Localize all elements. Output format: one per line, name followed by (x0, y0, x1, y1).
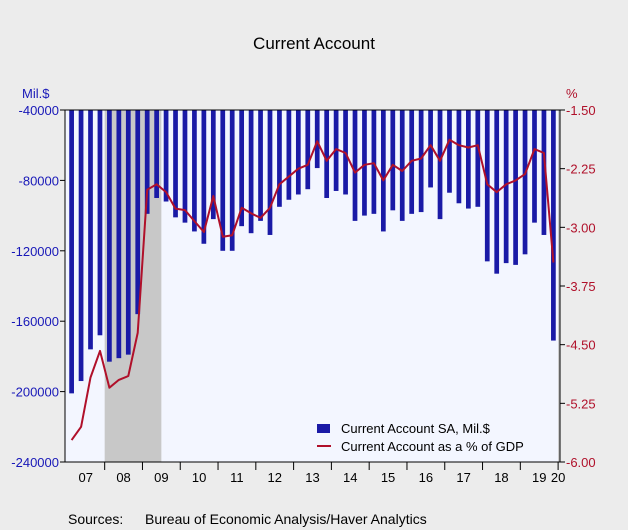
right-tick-label: -5.25 (566, 396, 596, 411)
bar (475, 110, 481, 207)
x-tick-label: 19 (532, 470, 546, 485)
bar (201, 110, 207, 244)
x-tick-label: 11 (230, 470, 244, 485)
bar (220, 110, 226, 251)
x-tick-label: 17 (456, 470, 470, 485)
x-axis: 07 08 09 10 11 12 13 14 15 16 17 18 19 20 (79, 462, 565, 485)
bar (522, 110, 528, 255)
sources-text: Bureau of Economic Analysis/Haver Analyt… (145, 511, 427, 527)
bar (173, 110, 178, 218)
bar (97, 110, 103, 336)
right-axis: -1.50 -2.25 -3.00 -3.75 -4.50 -5.25 -6.00 (560, 103, 596, 470)
bar (135, 110, 141, 315)
bar (513, 110, 518, 265)
bar (484, 110, 490, 262)
x-tick-label: 20 (551, 470, 565, 485)
bar (503, 110, 509, 264)
x-tick-label: 18 (494, 470, 508, 485)
x-tick-label: 09 (154, 470, 168, 485)
legend-bar-swatch (317, 424, 330, 433)
line-series (70, 138, 555, 441)
bar (144, 110, 150, 214)
bar (267, 110, 273, 235)
x-tick-label: 08 (116, 470, 130, 485)
bar (125, 110, 131, 355)
bar (295, 110, 301, 195)
right-tick-label: -4.50 (566, 338, 596, 353)
series-line (70, 138, 555, 441)
x-tick-label: 07 (79, 470, 93, 485)
sources-label: Sources: (68, 511, 123, 527)
legend-line-label: Current Account as a % of GDP (341, 439, 524, 454)
bar (447, 110, 452, 193)
bar (154, 110, 159, 198)
x-tick-label: 10 (192, 470, 206, 485)
left-tick-label: -160000 (11, 314, 59, 329)
right-tick-label: -2.25 (566, 162, 596, 177)
bar (390, 110, 396, 211)
left-tick-label: -240000 (11, 455, 59, 470)
bar (551, 110, 556, 341)
right-axis-unit: % (566, 86, 578, 101)
bar (107, 110, 112, 362)
left-axis: -40000 -80000 -120000 -160000 -200000 -240000 (11, 103, 65, 470)
bar (324, 110, 330, 198)
bar (371, 110, 377, 214)
left-axis-unit: Mil.$ (22, 86, 50, 101)
right-tick-label: -6.00 (566, 455, 596, 470)
legend: Current Account SA, Mil.$ Current Accoun… (317, 421, 524, 454)
left-tick-label: -80000 (19, 173, 59, 188)
bar (248, 110, 254, 234)
left-tick-label: -200000 (11, 385, 59, 400)
bar (466, 110, 471, 209)
bar (314, 110, 320, 169)
bar (286, 110, 292, 200)
x-tick-label: 13 (305, 470, 319, 485)
bar (182, 110, 188, 223)
bar (116, 110, 122, 359)
left-tick-label: -120000 (11, 244, 59, 259)
recession-band (558, 110, 560, 462)
bar (399, 110, 405, 221)
x-tick-label: 12 (267, 470, 281, 485)
bar (437, 110, 443, 220)
left-tick-label: -40000 (19, 103, 59, 118)
x-tick-label: 14 (343, 470, 357, 485)
bar (192, 110, 197, 232)
bar (258, 110, 263, 221)
bar (380, 110, 386, 232)
bar (210, 110, 216, 220)
bar (229, 110, 235, 251)
right-tick-label: -3.00 (566, 220, 596, 235)
bar (163, 110, 169, 202)
right-tick-label: -1.50 (566, 103, 596, 118)
bar (352, 110, 358, 221)
recession-band (104, 110, 162, 462)
bar (277, 110, 282, 207)
bar (69, 110, 74, 394)
x-tick-label: 16 (419, 470, 433, 485)
bar (78, 110, 84, 382)
bar (88, 110, 93, 350)
chart-title: Current Account (253, 34, 375, 53)
legend-bar-label: Current Account SA, Mil.$ (341, 421, 491, 436)
bar (532, 110, 537, 223)
bar (305, 110, 311, 190)
bar (456, 110, 462, 204)
bar (362, 110, 367, 216)
bar (418, 110, 424, 213)
right-tick-label: -3.75 (566, 279, 596, 294)
bar (428, 110, 433, 188)
recession-shading (104, 110, 560, 462)
x-tick-label: 15 (381, 470, 395, 485)
bar (239, 110, 245, 227)
bar (541, 110, 547, 235)
